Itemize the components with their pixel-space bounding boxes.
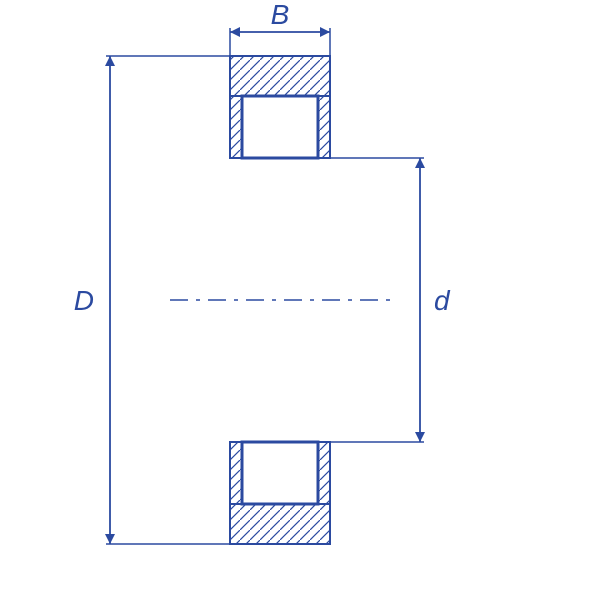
label-B: B (271, 0, 290, 30)
inner-ring-right-hatched (318, 442, 330, 504)
roller-window (242, 442, 318, 504)
roller-window (242, 96, 318, 158)
inner-ring-left-hatched (230, 96, 242, 158)
arrowhead-icon (105, 56, 115, 66)
outer-ring-hatched (230, 504, 330, 544)
arrowhead-icon (320, 27, 330, 37)
label-d: d (434, 285, 451, 316)
section-lower (230, 442, 330, 544)
arrowhead-icon (415, 432, 425, 442)
arrowhead-icon (230, 27, 240, 37)
inner-ring-left-hatched (230, 442, 242, 504)
arrowhead-icon (105, 534, 115, 544)
section-upper (230, 56, 330, 158)
outer-ring-hatched (230, 56, 330, 96)
label-D: D (74, 285, 94, 316)
arrowhead-icon (415, 158, 425, 168)
bearing-cross-section-diagram: B Dd (0, 0, 600, 600)
inner-ring-right-hatched (318, 96, 330, 158)
